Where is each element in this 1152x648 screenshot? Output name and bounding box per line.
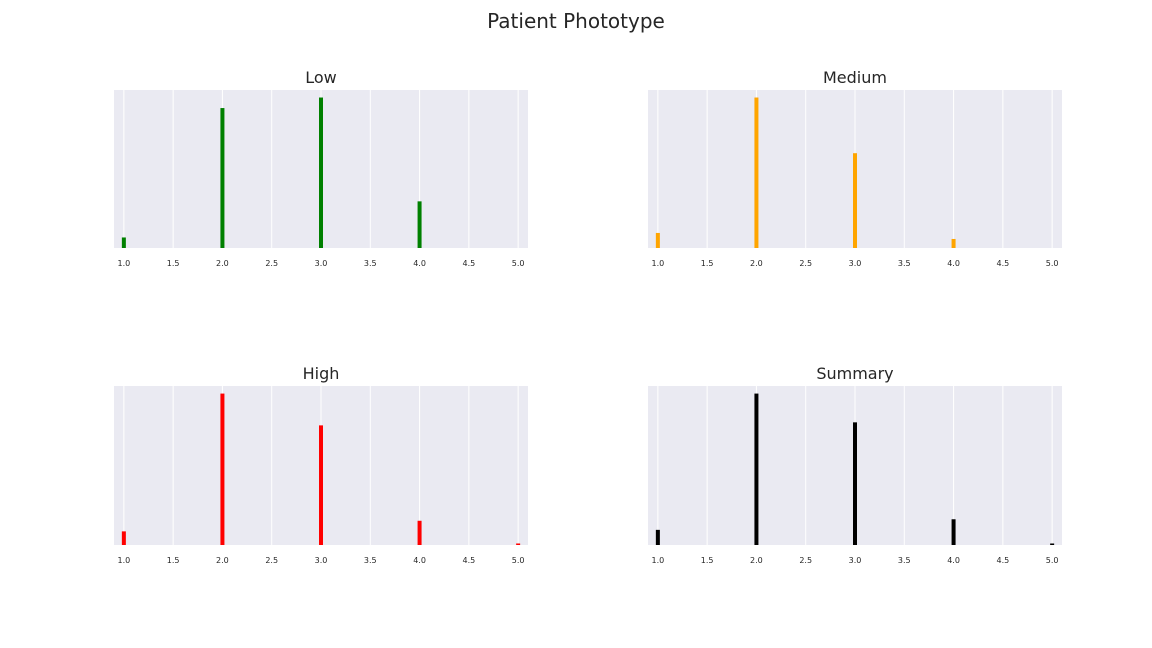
x-tick-label-high: 3.0 bbox=[315, 556, 328, 565]
x-tick-label-high: 5.0 bbox=[512, 556, 525, 565]
bar-low-2 bbox=[220, 108, 225, 248]
x-tick-label-summary: 1.0 bbox=[651, 556, 664, 565]
panel-medium: Medium 1.0 1.5 2.0 2.5 3.0 3.5 4.0 4.5 5.0 bbox=[648, 68, 1062, 268]
bar-low-3 bbox=[319, 97, 323, 249]
x-tick-label-high: 4.0 bbox=[413, 556, 426, 565]
bar-high-2 bbox=[220, 393, 225, 545]
x-tick-label-medium: 1.5 bbox=[701, 259, 714, 268]
x-tick-label-summary: 2.5 bbox=[799, 556, 812, 565]
x-tick-label-low: 4.0 bbox=[413, 259, 426, 268]
x-tick-label-high: 2.0 bbox=[216, 556, 229, 565]
x-tick-label-high: 1.0 bbox=[117, 556, 130, 565]
x-tick-label-medium: 2.5 bbox=[799, 259, 812, 268]
x-tick-label-low: 1.0 bbox=[117, 259, 130, 268]
panel-title-medium: Medium bbox=[823, 68, 887, 87]
bar-medium-4 bbox=[951, 238, 956, 248]
x-tick-label-medium: 5.0 bbox=[1046, 259, 1059, 268]
x-tick-label-summary: 3.5 bbox=[898, 556, 911, 565]
panel-high: High 1.0 1.5 2.0 2.5 3.0 3.5 4.0 4.5 5.0 bbox=[114, 364, 528, 565]
bar-high-4 bbox=[417, 520, 422, 545]
x-tick-label-medium: 2.0 bbox=[750, 259, 763, 268]
x-tick-label-medium: 3.5 bbox=[898, 259, 911, 268]
x-tick-label-summary: 3.0 bbox=[849, 556, 862, 565]
x-tick-label-low: 3.0 bbox=[315, 259, 328, 268]
x-tick-label-medium: 3.0 bbox=[849, 259, 862, 268]
x-tick-label-low: 4.5 bbox=[462, 259, 475, 268]
x-tick-label-medium: 4.0 bbox=[947, 259, 960, 268]
bar-low-4 bbox=[417, 201, 422, 248]
x-tick-label-low: 1.5 bbox=[167, 259, 180, 268]
bar-medium-2 bbox=[754, 97, 759, 249]
panel-title-high: High bbox=[303, 364, 340, 383]
x-tick-label-summary: 5.0 bbox=[1046, 556, 1059, 565]
x-tick-label-summary: 4.5 bbox=[996, 556, 1009, 565]
bar-high-3 bbox=[319, 425, 323, 545]
figure-suptitle: Patient Phototype bbox=[487, 9, 665, 33]
x-tick-label-high: 2.5 bbox=[265, 556, 278, 565]
bar-summary-2 bbox=[754, 393, 759, 545]
x-tick-label-high: 3.5 bbox=[364, 556, 377, 565]
x-tick-label-high: 1.5 bbox=[167, 556, 180, 565]
x-tick-label-low: 2.0 bbox=[216, 259, 229, 268]
panel-title-low: Low bbox=[305, 68, 337, 87]
bar-high-5 bbox=[516, 543, 521, 545]
x-tick-label-low: 5.0 bbox=[512, 259, 525, 268]
bar-medium-1 bbox=[655, 232, 660, 248]
x-tick-label-low: 3.5 bbox=[364, 259, 377, 268]
x-tick-label-high: 4.5 bbox=[462, 556, 475, 565]
bar-summary-3 bbox=[853, 422, 857, 545]
x-tick-label-summary: 2.0 bbox=[750, 556, 763, 565]
x-tick-label-medium: 4.5 bbox=[996, 259, 1009, 268]
bar-medium-3 bbox=[853, 153, 857, 248]
bar-summary-4 bbox=[951, 519, 956, 545]
x-tick-label-summary: 1.5 bbox=[701, 556, 714, 565]
x-tick-label-medium: 1.0 bbox=[651, 259, 664, 268]
bar-summary-5 bbox=[1050, 543, 1055, 545]
x-tick-label-low: 2.5 bbox=[265, 259, 278, 268]
bar-high-1 bbox=[121, 531, 126, 545]
panel-title-summary: Summary bbox=[816, 364, 893, 383]
bar-low-1 bbox=[121, 237, 126, 248]
panel-low: Low 1.0 1.5 2.0 2.5 3.0 3.5 4.0 4.5 5.0 bbox=[114, 68, 528, 268]
bar-summary-1 bbox=[655, 529, 660, 545]
x-tick-label-summary: 4.0 bbox=[947, 556, 960, 565]
panel-summary: Summary 1.0 1.5 2.0 2.5 3.0 3.5 4.0 4.5 5.0 bbox=[648, 364, 1062, 565]
